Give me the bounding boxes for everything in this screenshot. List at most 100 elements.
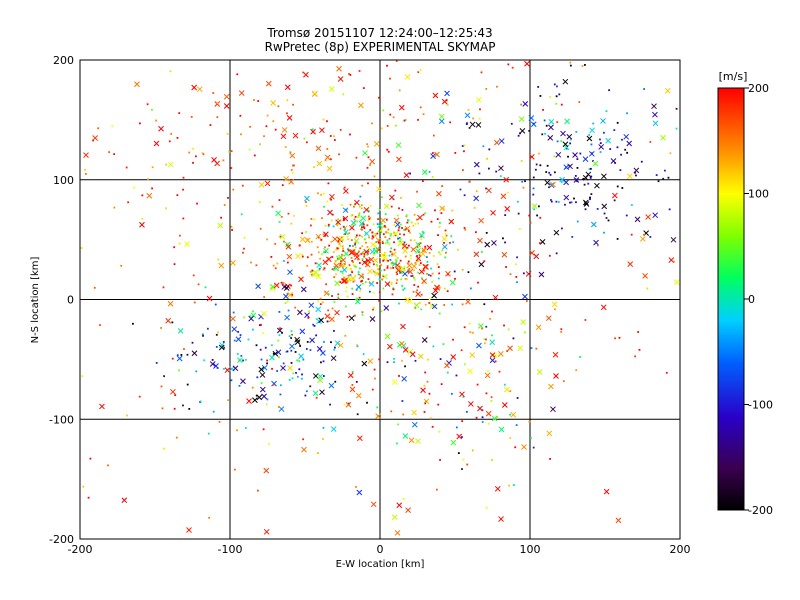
data-point-dot [417,271,420,274]
data-point-cross [396,502,403,509]
data-point-dot [404,228,407,231]
data-point-dot [245,358,247,361]
data-point-cross [582,174,589,181]
data-point-dot [515,276,518,278]
data-point-dot [182,217,185,220]
data-point-dot [391,293,394,296]
data-point-dot [487,422,490,425]
data-point-dot [322,375,325,377]
data-point-dot [313,166,315,169]
data-point-dot [342,250,345,252]
data-point-dot [421,277,423,280]
data-point-cross [469,121,476,128]
data-point-dot [381,278,384,281]
data-point-dot [553,83,556,86]
data-point-dot [388,237,391,240]
data-point-cross [403,172,410,178]
data-point-dot [481,251,483,253]
data-point-cross [258,181,265,188]
data-point-cross [493,139,500,146]
data-point-cross [623,133,630,140]
data-point-dot [560,103,563,106]
data-point-dot [407,244,410,247]
data-point-dot [294,306,297,309]
data-point-dot [286,112,288,115]
data-point-dot [564,203,566,206]
data-point-dot [454,151,457,154]
data-point-dot [360,204,363,207]
data-point-cross [668,257,675,263]
data-point-dot [416,254,418,257]
data-point-cross [592,160,599,167]
data-point-dot [662,177,665,180]
data-point-cross [294,339,301,345]
data-point-dot [634,171,636,174]
data-point-dot [320,238,323,241]
data-point-cross [146,192,153,199]
data-point-dot [271,205,274,208]
data-point-dot [301,232,303,235]
data-point-dot [410,275,413,277]
data-point-cross [545,315,552,322]
data-point-dot [331,256,334,258]
data-point-cross [259,386,266,393]
data-point-cross [288,178,295,185]
data-point-dot [309,270,312,273]
data-point-dot [431,176,434,178]
data-point-dot [309,385,312,388]
data-point-dot [454,277,456,280]
data-point-dot [382,287,385,290]
data-point-cross [379,252,386,259]
data-point-dot [460,436,463,438]
data-point-dot [290,330,293,333]
data-point-cross [491,240,497,246]
data-point-dot [592,122,595,125]
data-point-dot [382,225,385,228]
x-axis-ticks: -200 -100 0 100 200 [68,543,691,556]
data-point-dot [361,311,364,314]
data-point-dot [113,153,116,156]
data-point-dot [255,264,258,267]
data-point-dot [310,273,313,276]
data-point-cross [529,250,535,256]
data-point-dot [192,147,195,150]
data-point-dot [345,286,348,289]
data-point-dot [374,271,377,274]
data-point-dot [451,209,454,212]
data-point-dot [349,244,351,247]
data-point-dot [616,121,619,124]
data-point-dot [483,342,486,345]
data-point-dot [290,361,293,364]
data-point-dot [403,270,405,272]
data-point-cross [585,171,592,178]
data-point-dot [384,236,387,238]
data-point-cross [563,144,570,151]
data-point-cross [573,177,580,183]
data-point-dot [409,254,412,257]
data-point-dot [87,496,90,499]
data-point-dot [379,269,382,272]
data-point-dot [426,380,429,383]
data-point-dot [333,276,336,278]
data-point-dot [346,295,349,298]
data-point-dot [431,152,434,154]
data-point-dot [520,159,523,162]
data-point-dot [403,233,405,236]
data-point-dot [398,237,401,239]
data-point-cross [238,90,245,96]
data-point-dot [347,249,350,252]
data-point-dot [553,155,556,158]
data-point-cross [376,186,382,193]
data-point-dot [323,341,325,343]
data-point-dot [322,438,324,440]
data-point-dot [401,209,404,211]
data-point-cross [358,102,364,109]
data-point-cross [529,154,535,160]
data-point-cross [370,241,376,248]
data-point-dot [292,164,294,167]
data-point-dot [356,343,358,346]
data-point-dot [347,274,350,277]
data-point-dot [349,274,352,276]
data-point-dot [621,138,623,141]
data-point-cross [652,120,659,127]
